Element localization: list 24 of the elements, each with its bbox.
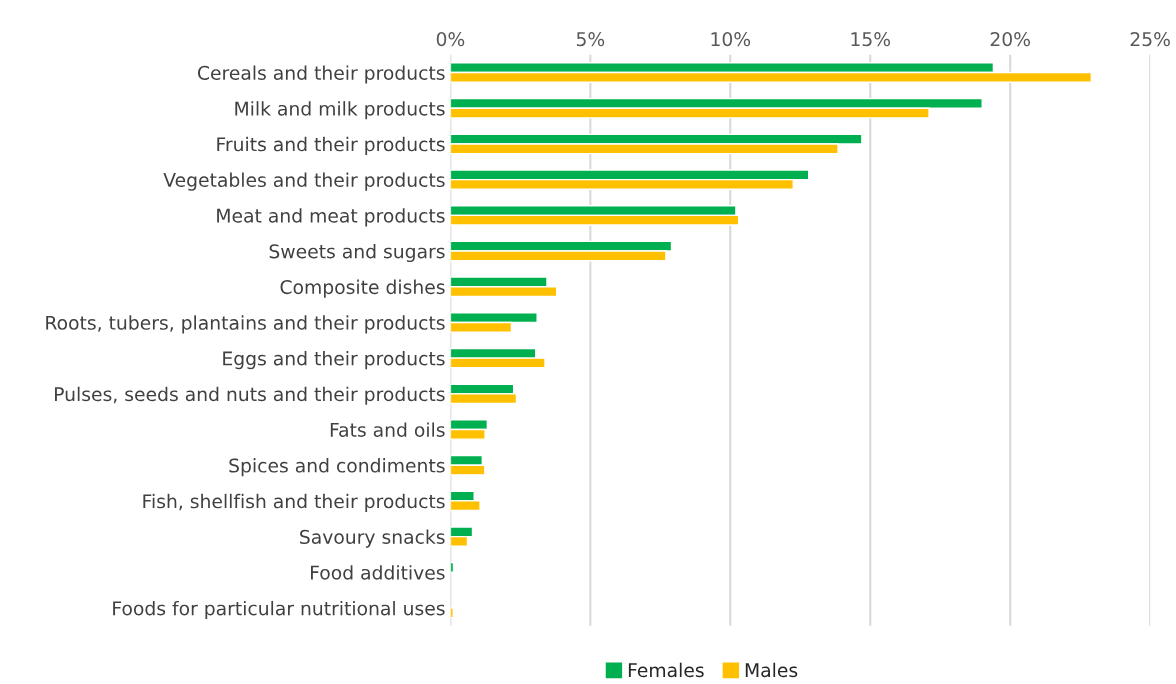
x-tick-label: 10% <box>711 32 751 47</box>
y-tick-label: Composite dishes <box>280 279 445 298</box>
x-tick-label: 0% <box>436 32 465 47</box>
y-tick-label: Roots, tubers, plantains and their products <box>46 315 445 334</box>
y-tick-label: Foods for particular nutritional uses <box>113 600 445 620</box>
y-tick-label: Pulses, seeds and nuts and their products <box>55 386 445 405</box>
y-tick-label: Meat and meat products <box>217 208 445 227</box>
y-tick-label: Fruits and their products <box>217 136 445 155</box>
y-tick-label: Fish, shellfish and their products <box>143 493 445 512</box>
x-tick-label: 5% <box>576 32 605 47</box>
y-tick-label: Fats and oils <box>330 422 445 437</box>
y-tick-label: Eggs and their products <box>223 351 445 370</box>
y-tick-label: Milk and milk products <box>235 101 445 120</box>
y-tick-label: Sweets and sugars <box>269 243 445 263</box>
y-tick-label: Food additives <box>311 565 445 580</box>
legend-label: Females <box>628 662 704 678</box>
x-tick-label: 15% <box>851 32 891 47</box>
y-tick-label: Spices and condiments <box>229 458 445 477</box>
y-tick-label: Savoury snacks <box>300 529 445 548</box>
legend-label: Males <box>745 662 798 678</box>
x-tick-label: 25% <box>1130 32 1170 47</box>
x-tick-label: 20% <box>990 32 1030 47</box>
y-tick-label: Vegetables and their products <box>163 172 445 191</box>
y-tick-label: Cereals and their products <box>197 65 445 84</box>
